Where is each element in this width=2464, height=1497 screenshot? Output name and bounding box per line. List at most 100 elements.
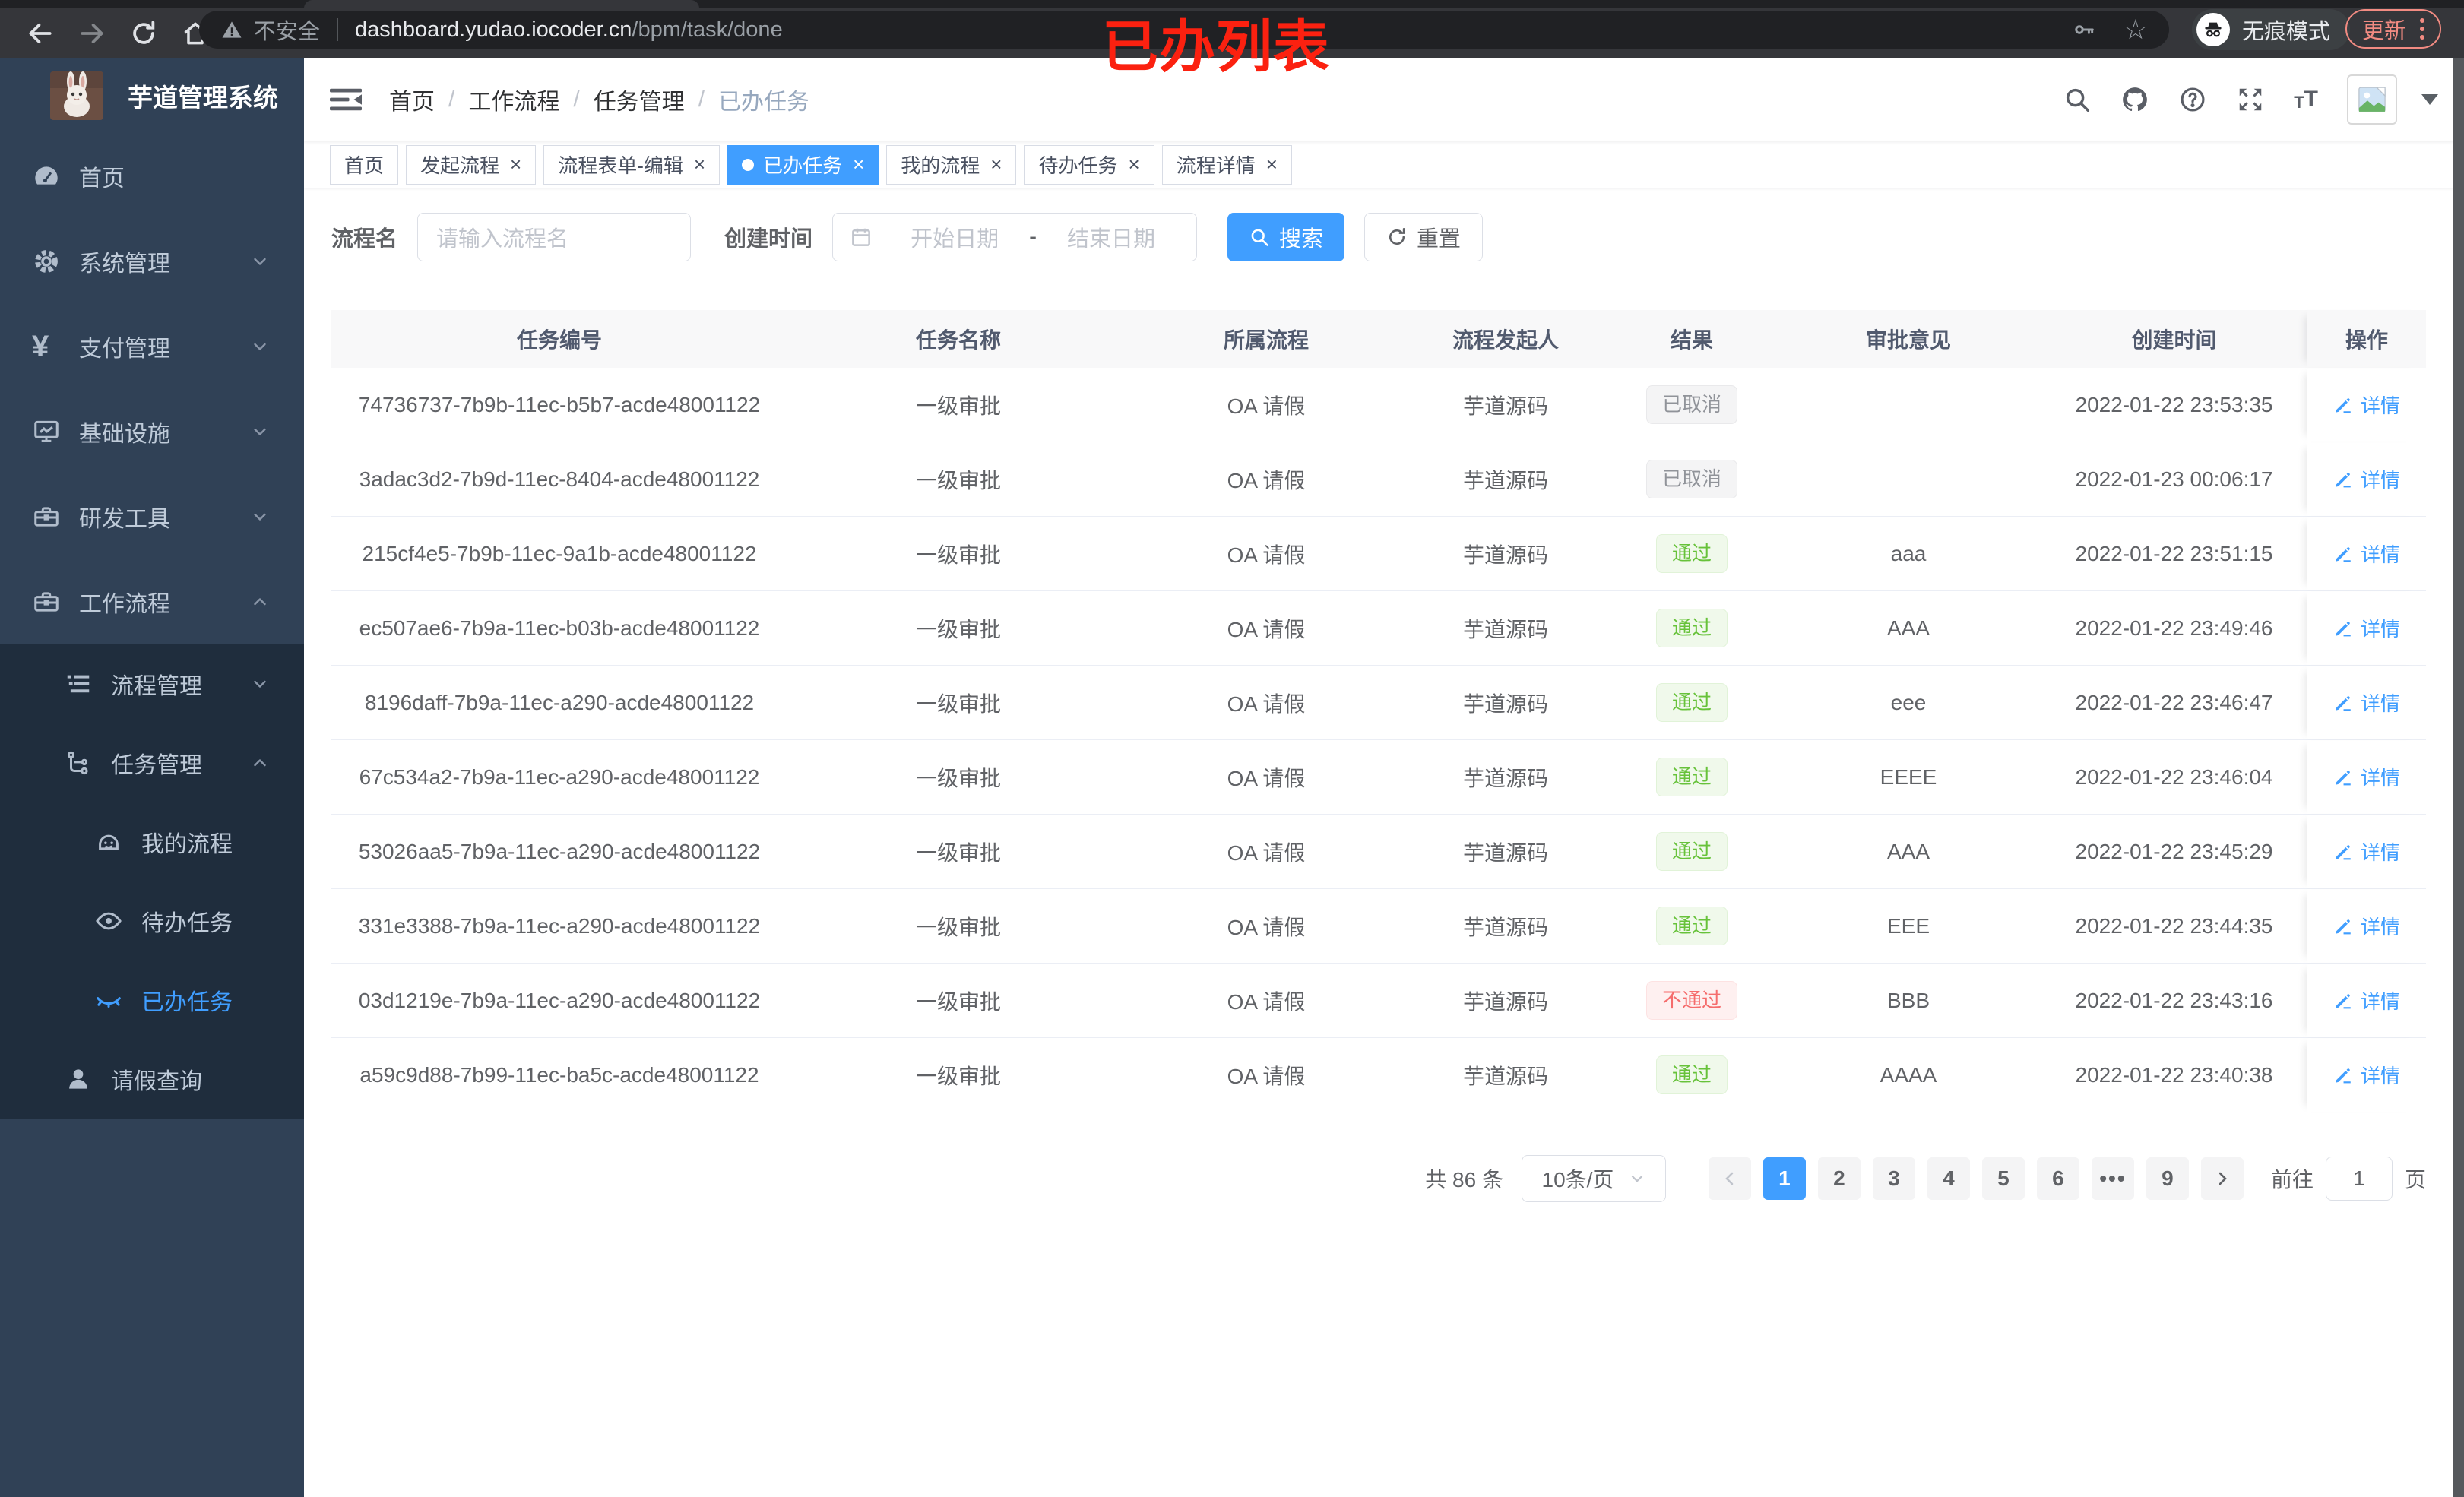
breadcrumb-item[interactable]: 任务管理: [593, 90, 685, 115]
cell-actions: 详情: [2307, 964, 2426, 1037]
tab-首页[interactable]: 首页: [330, 144, 399, 185]
bookmark-star-icon[interactable]: ☆: [2123, 14, 2148, 45]
detail-link[interactable]: 详情: [2333, 391, 2400, 419]
tab-我的流程[interactable]: 我的流程 ×: [886, 144, 1017, 185]
tab-流程详情[interactable]: 流程详情 ×: [1161, 144, 1292, 185]
cell-result: 通过: [1608, 1055, 1775, 1095]
password-key-icon[interactable]: [2072, 17, 2096, 42]
avatar-caret-icon[interactable]: [2421, 94, 2438, 105]
detail-link[interactable]: 详情: [2333, 763, 2400, 791]
sidebar-item-任务管理[interactable]: 任务管理: [0, 723, 304, 802]
app-logo: [50, 71, 103, 120]
close-icon[interactable]: ×: [853, 153, 865, 176]
cell-process: OA 请假: [1227, 840, 1306, 865]
close-icon[interactable]: ×: [510, 153, 522, 176]
red-annotation-title: 已办列表: [1102, 15, 1330, 78]
sidebar-item-我的流程[interactable]: 我的流程: [0, 802, 304, 881]
sidebar-item-支付管理[interactable]: ¥ 支付管理: [0, 304, 304, 389]
page-button-4[interactable]: 4: [1927, 1157, 1970, 1200]
briefcase-icon: [32, 587, 61, 616]
page-size-select[interactable]: 10条/页: [1521, 1155, 1666, 1202]
github-icon[interactable]: [2120, 85, 2149, 114]
page-button-9[interactable]: 9: [2146, 1157, 2189, 1200]
back-icon[interactable]: [26, 19, 55, 48]
next-page-button[interactable]: [2200, 1157, 2244, 1200]
cell-task-name: 一级审批: [915, 989, 1001, 1014]
cell-process: OA 请假: [1227, 989, 1306, 1014]
page-button-2[interactable]: 2: [1817, 1157, 1861, 1200]
tab-流程表单-编辑[interactable]: 流程表单-编辑 ×: [543, 144, 721, 185]
sidebar-collapse-icon[interactable]: [330, 86, 362, 113]
app-title: 芋道管理系统: [128, 84, 278, 112]
tab-发起流程[interactable]: 发起流程 ×: [406, 144, 537, 185]
column-header-任务名称: 任务名称: [915, 328, 1001, 352]
cell-process: OA 请假: [1227, 1064, 1306, 1088]
breadcrumb-item[interactable]: 首页: [389, 90, 435, 115]
sidebar-item-基础设施[interactable]: 基础设施: [0, 389, 304, 474]
close-icon[interactable]: ×: [1265, 153, 1278, 176]
reload-icon[interactable]: [129, 19, 158, 48]
help-icon[interactable]: [2178, 85, 2207, 114]
browser-menu-icon[interactable]: [2420, 18, 2425, 40]
date-range-picker[interactable]: 开始日期 - 结束日期: [832, 213, 1198, 261]
close-icon[interactable]: ×: [990, 153, 1002, 176]
sidebar-item-待办任务[interactable]: 待办任务: [0, 881, 304, 961]
sidebar-item-首页[interactable]: 首页: [0, 134, 304, 219]
sidebar-item-工作流程[interactable]: 工作流程: [0, 559, 304, 644]
start-date-placeholder[interactable]: 开始日期: [911, 227, 999, 252]
search-button[interactable]: 搜索: [1227, 213, 1345, 261]
page-ellipsis[interactable]: •••: [2091, 1157, 2134, 1200]
detail-link[interactable]: 详情: [2333, 837, 2400, 866]
detail-link[interactable]: 详情: [2333, 986, 2400, 1014]
cell-starter: 芋道源码: [1462, 394, 1548, 418]
reset-button[interactable]: 重置: [1364, 213, 1484, 261]
detail-link[interactable]: 详情: [2333, 465, 2400, 493]
total-count: 共 86 条: [1425, 1168, 1503, 1192]
forward-icon[interactable]: [78, 19, 106, 48]
page-button-6[interactable]: 6: [2036, 1157, 2079, 1200]
sidebar-item-label: 已办任务: [141, 990, 233, 1015]
fullscreen-icon[interactable]: [2236, 85, 2265, 114]
sidebar-item-请假查询[interactable]: 请假查询: [0, 1040, 304, 1119]
cell-task-id: 3adac3d2-7b9d-11ec-8404-acde48001122: [359, 467, 760, 491]
cell-create-time: 2022-01-22 23:46:47: [2075, 690, 2273, 714]
avatar[interactable]: [2347, 74, 2397, 125]
detail-link[interactable]: 详情: [2333, 614, 2400, 642]
detail-link[interactable]: 详情: [2333, 1061, 2400, 1089]
sidebar-item-研发工具[interactable]: 研发工具: [0, 474, 304, 559]
sidebar-logo-row[interactable]: 芋道管理系统: [0, 58, 304, 134]
update-label[interactable]: 更新: [2362, 19, 2407, 43]
cell-starter: 芋道源码: [1462, 468, 1548, 492]
sidebar-item-系统管理[interactable]: 系统管理: [0, 219, 304, 304]
close-icon[interactable]: ×: [1128, 153, 1140, 176]
cell-starter: 芋道源码: [1462, 543, 1548, 567]
prev-page-button[interactable]: [1708, 1157, 1751, 1200]
page-button-1[interactable]: 1: [1762, 1157, 1806, 1200]
goto-page-input[interactable]: 1: [2325, 1157, 2393, 1201]
browser-active-tab[interactable]: [304, 0, 699, 8]
end-date-placeholder[interactable]: 结束日期: [1066, 227, 1155, 252]
cell-process: OA 请假: [1227, 394, 1306, 418]
detail-link[interactable]: 详情: [2333, 540, 2400, 568]
chrome-update-button[interactable]: 更新: [2345, 9, 2442, 49]
tab-待办任务[interactable]: 待办任务 ×: [1024, 144, 1154, 185]
process-name-input[interactable]: 请输入流程名: [417, 213, 692, 261]
detail-link[interactable]: 详情: [2333, 912, 2400, 940]
incognito-badge: 无痕模式: [2192, 9, 2351, 50]
page-button-3[interactable]: 3: [1872, 1157, 1915, 1200]
search-icon[interactable]: [2063, 85, 2092, 114]
page-button-5[interactable]: 5: [1981, 1157, 2025, 1200]
not-secure-label[interactable]: 不安全: [254, 20, 321, 44]
edit-icon: [2333, 1065, 2353, 1085]
window-scrollbar[interactable]: [2453, 58, 2464, 1497]
detail-link[interactable]: 详情: [2333, 688, 2400, 717]
close-icon[interactable]: ×: [693, 153, 706, 176]
address-bar[interactable]: 不安全 dashboard.yudao.iocoder.cn /bpm/task…: [199, 11, 2169, 49]
sidebar-item-流程管理[interactable]: 流程管理: [0, 644, 304, 723]
breadcrumb-item[interactable]: 工作流程: [468, 90, 560, 115]
tab-已办任务[interactable]: 已办任务 ×: [727, 144, 879, 185]
result-badge: 不通过: [1645, 980, 1737, 1021]
sidebar-item-已办任务[interactable]: 已办任务: [0, 961, 304, 1040]
